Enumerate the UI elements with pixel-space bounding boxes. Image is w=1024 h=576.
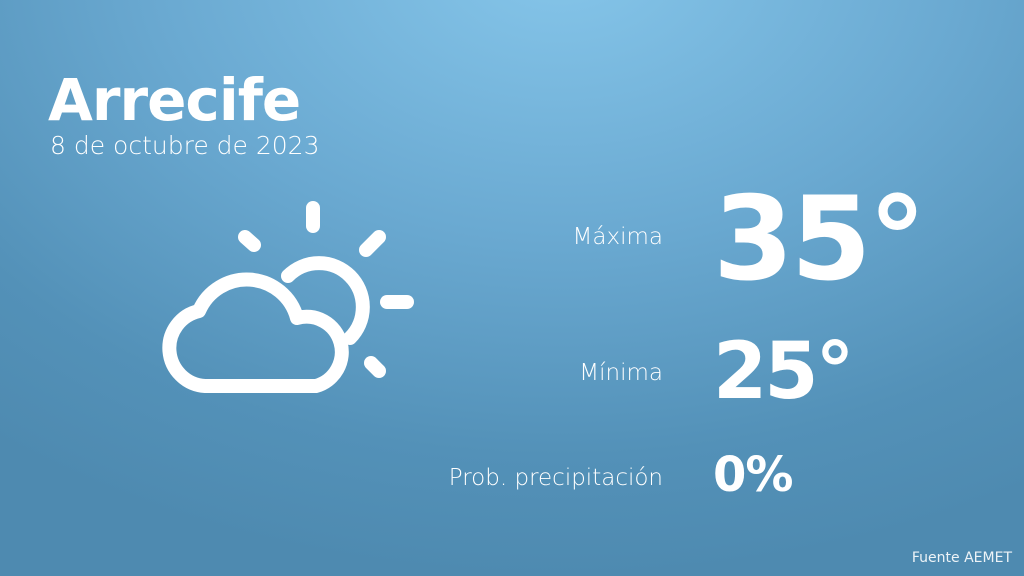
- min-value: 25°: [713, 327, 855, 417]
- max-value: 35°: [713, 172, 926, 307]
- precip-value: 0%: [713, 447, 793, 503]
- date-label: 8 de octubre de 2023: [50, 131, 320, 160]
- source-label: Fuente AEMET: [911, 550, 1012, 566]
- min-label: Mínima: [579, 360, 663, 386]
- max-label: Máxima: [572, 224, 663, 250]
- sun-ray: [359, 230, 386, 257]
- sun-ray: [238, 230, 261, 252]
- cloud-icon: [162, 272, 349, 393]
- sun-ray: [364, 356, 386, 378]
- sun-icon: [281, 256, 370, 345]
- precip-label: Prob. precipitación: [448, 465, 663, 491]
- city-title: Arrecife: [48, 66, 301, 134]
